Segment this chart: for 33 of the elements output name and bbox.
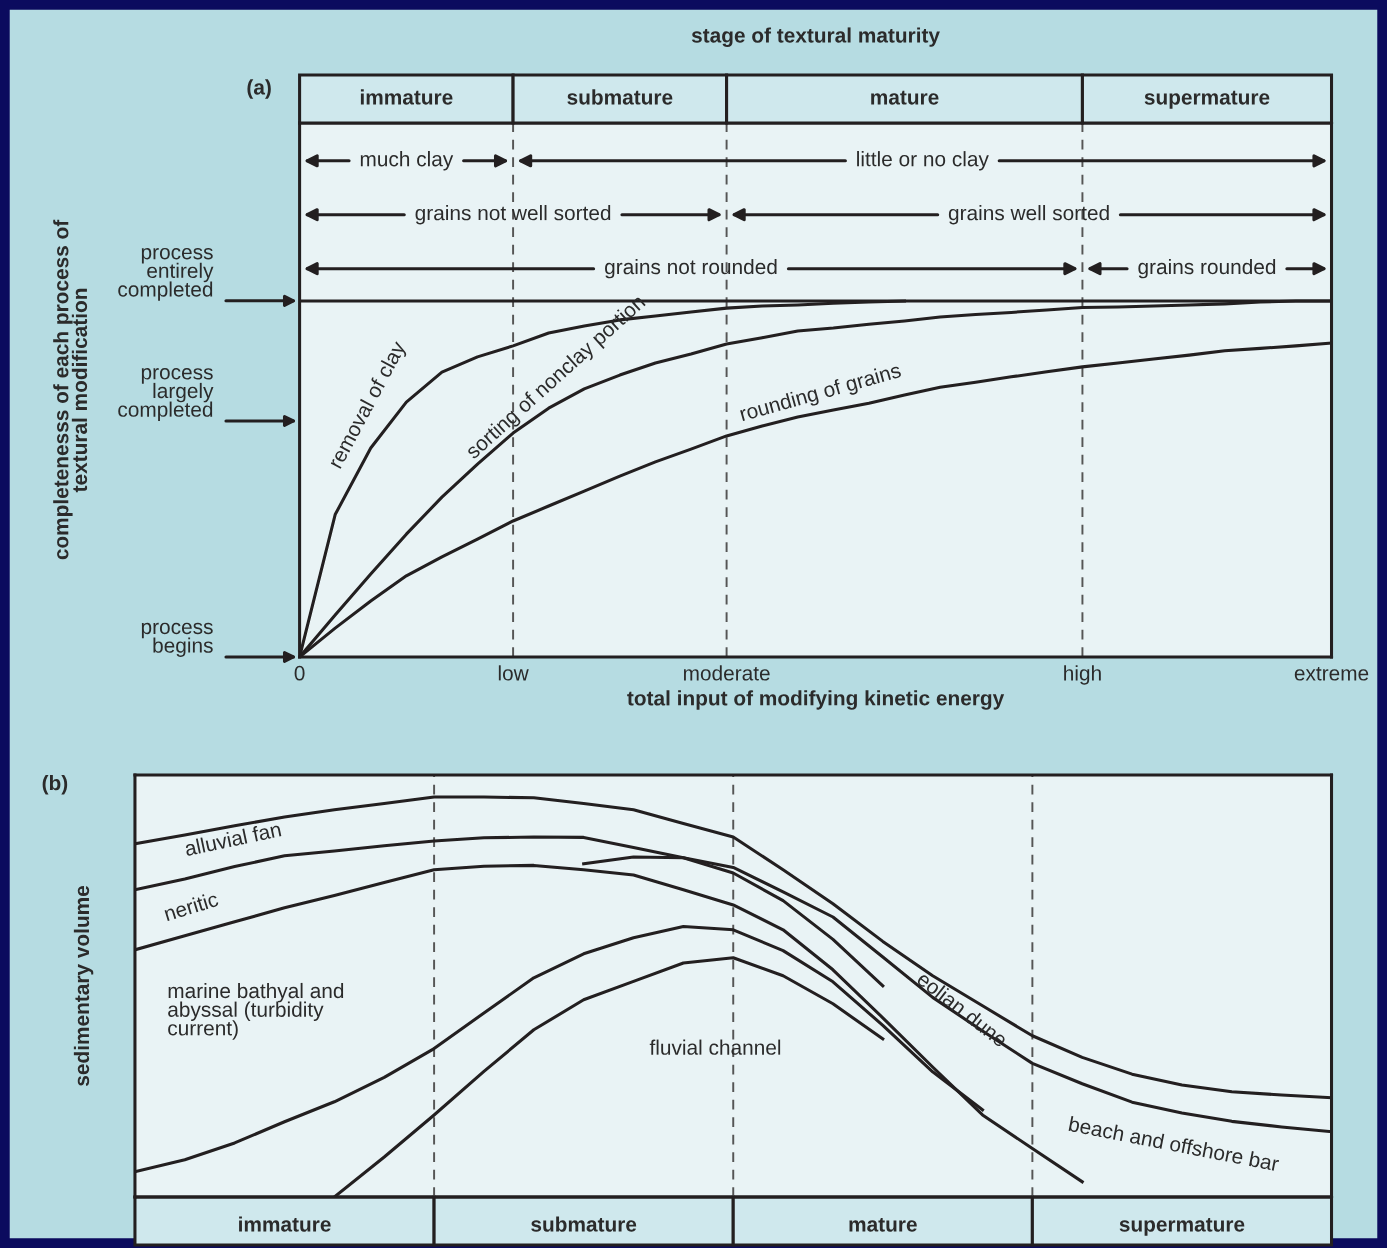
text: much clay [360,151,454,171]
x-tick-label: supermature [1119,1217,1245,1236]
x-tick-label: 0 [294,665,305,681]
text: grains well sorted [948,205,1109,225]
chart-title: stage of textural maturity [691,27,940,47]
text: process entirely completed [118,247,214,301]
chart-subtitle: (a) [247,79,271,99]
text: grains not well sorted [415,205,611,225]
annotation: fluvial channel [649,1039,781,1055]
text: little or no clay [857,151,989,171]
text: submature [567,89,673,105]
x-tick-label: extreme [1294,666,1369,681]
text: immature [360,89,453,105]
chart-subtitle: (b) [42,775,68,795]
text: rounding of grains [738,362,903,426]
annotation: alluvial fan [184,821,282,857]
x-tick-label: submature [531,1216,637,1232]
text: process begins [141,622,213,657]
x-tick-label: immature [239,1216,331,1232]
y-axis-title: sedimentary volume [73,885,94,1086]
annotation: neritic [163,890,220,922]
x-tick-label: moderate [683,665,770,681]
text: grains rounded [1138,258,1276,279]
annotation: beach and offshore bar [1068,1115,1280,1172]
text: mature [871,90,939,105]
annotation: marine bathyal and abyssal (turbidity current) [168,982,344,1040]
y-axis-title: completenesss of each process of textural modification [53,219,88,560]
x-tick-label: mature [849,1217,917,1232]
x-tick-label: high [1064,665,1101,685]
text: supermature [1144,90,1270,109]
text: process largely completed [118,368,214,421]
x-tick-label: low [498,665,529,681]
x-axis-title: total input of modifying kinetic energy [627,690,1005,710]
